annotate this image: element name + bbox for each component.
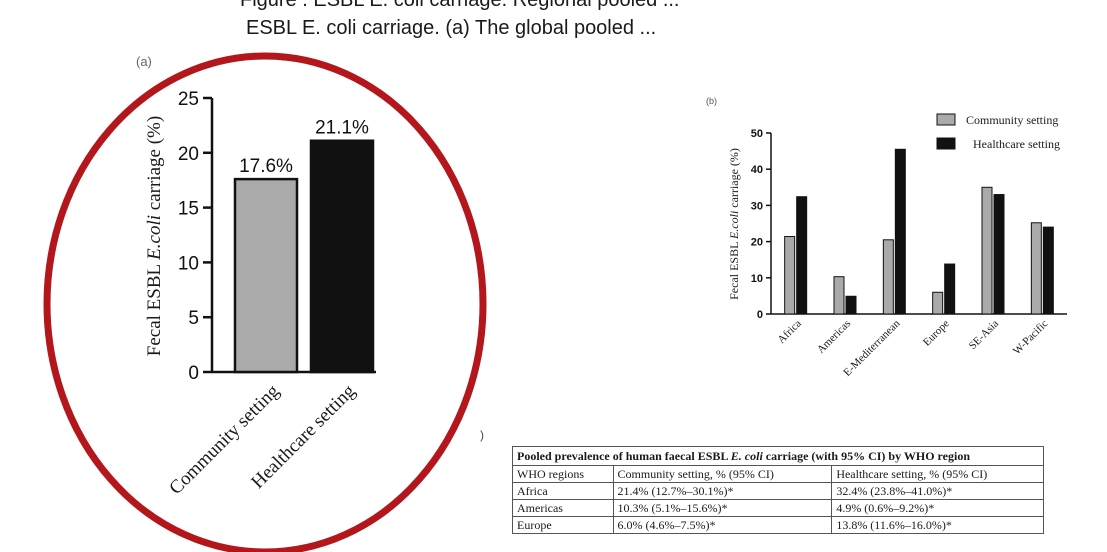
- table-cell: Europe: [512, 516, 614, 534]
- bar-community: [882, 239, 894, 315]
- y-axis-label: Fecal ESBL E.coli carriage (%): [727, 148, 741, 300]
- header-healthcare: Healthcare setting, % (95% CI): [831, 465, 1044, 483]
- x-tick-label: W-Pacific: [1011, 318, 1051, 358]
- bar-healthcare: [944, 263, 956, 315]
- panel-label-b: (b): [706, 96, 717, 106]
- y-tick-label: 20: [178, 144, 199, 165]
- y-tick-label: 50: [751, 128, 763, 140]
- bar-healthcare: [1042, 226, 1054, 315]
- bar-value-label: 17.6%: [239, 156, 293, 177]
- highlight-ellipse: [43, 52, 487, 552]
- bar-community: [932, 291, 944, 315]
- header-community: Community setting, % (95% CI): [612, 465, 833, 483]
- x-tick-label: Africa: [775, 318, 803, 346]
- bar-community: [233, 177, 299, 374]
- bar-healthcare: [894, 148, 906, 315]
- y-tick-label: 15: [178, 199, 199, 220]
- caption-line-2: ESBL E. coli carriage. (a) The global po…: [246, 17, 657, 39]
- bar-healthcare: [309, 139, 375, 374]
- x-tick-label: Europe: [921, 318, 952, 349]
- legend-label: Healthcare setting: [973, 137, 1060, 151]
- panel-label-a: (a): [136, 54, 152, 69]
- caption-line-1: Figure . ESBL E. coli carriage. Regional…: [240, 0, 680, 11]
- y-tick-label: 5: [188, 308, 199, 329]
- stray-parenthesis: ): [480, 428, 484, 442]
- y-tick-label: 10: [178, 253, 199, 274]
- y-tick-label: 0: [757, 309, 763, 321]
- bar-healthcare: [796, 196, 808, 315]
- header-who-regions: WHO regions: [512, 465, 614, 483]
- x-tick-label: Americas: [815, 318, 853, 356]
- table-cell: Americas: [512, 499, 614, 517]
- y-tick-label: 40: [751, 164, 763, 176]
- legend-swatch: [936, 113, 956, 126]
- y-axis-label: Fecal ESBL E.coli carriage (%): [144, 116, 165, 356]
- table-header-row: WHO regions Community setting, % (95% CI…: [512, 465, 1044, 483]
- bar-community: [981, 186, 993, 315]
- y-tick-label: 30: [751, 200, 763, 212]
- y-tick-label: 25: [178, 89, 199, 110]
- table-cell: 10.3% (5.1%–15.6%)*: [612, 499, 833, 517]
- y-tick-label: 10: [751, 273, 763, 285]
- legend-swatch: [936, 137, 956, 150]
- who-region-table: Pooled prevalence of human faecal ESBL E…: [512, 446, 1044, 534]
- table-row: Europe 6.0% (4.6%–7.5%)* 13.8% (11.6%–16…: [512, 516, 1044, 534]
- legend-label: Community setting: [966, 113, 1058, 127]
- bar-value-label: 21.1%: [315, 118, 369, 139]
- y-tick-label: 0: [188, 363, 199, 384]
- bar-community: [833, 276, 845, 315]
- table-cell: 32.4% (23.8%–41.0%)*: [831, 482, 1044, 500]
- y-tick-label: 20: [751, 237, 763, 249]
- x-tick-label: SE-Asia: [967, 318, 1001, 352]
- table-cell: 13.8% (11.6%–16.0%)*: [831, 516, 1044, 534]
- table-cell: 4.9% (0.6%–9.2%)*: [831, 499, 1044, 517]
- bar-community: [784, 236, 796, 315]
- table-cell: Africa: [512, 482, 614, 500]
- bar-healthcare: [845, 295, 857, 315]
- bar-healthcare: [993, 194, 1005, 315]
- table-title: Pooled prevalence of human faecal ESBL E…: [512, 446, 1044, 466]
- bar-community: [1030, 222, 1042, 315]
- table-row: Americas 10.3% (5.1%–15.6%)* 4.9% (0.6%–…: [512, 499, 1044, 517]
- table-cell: 21.4% (12.7%–30.1%)*: [612, 482, 833, 500]
- who-region-table-container: Pooled prevalence of human faecal ESBL E…: [512, 446, 1044, 534]
- table-cell: 6.0% (4.6%–7.5%)*: [612, 516, 833, 534]
- table-row: Africa 21.4% (12.7%–30.1%)* 32.4% (23.8%…: [512, 482, 1044, 500]
